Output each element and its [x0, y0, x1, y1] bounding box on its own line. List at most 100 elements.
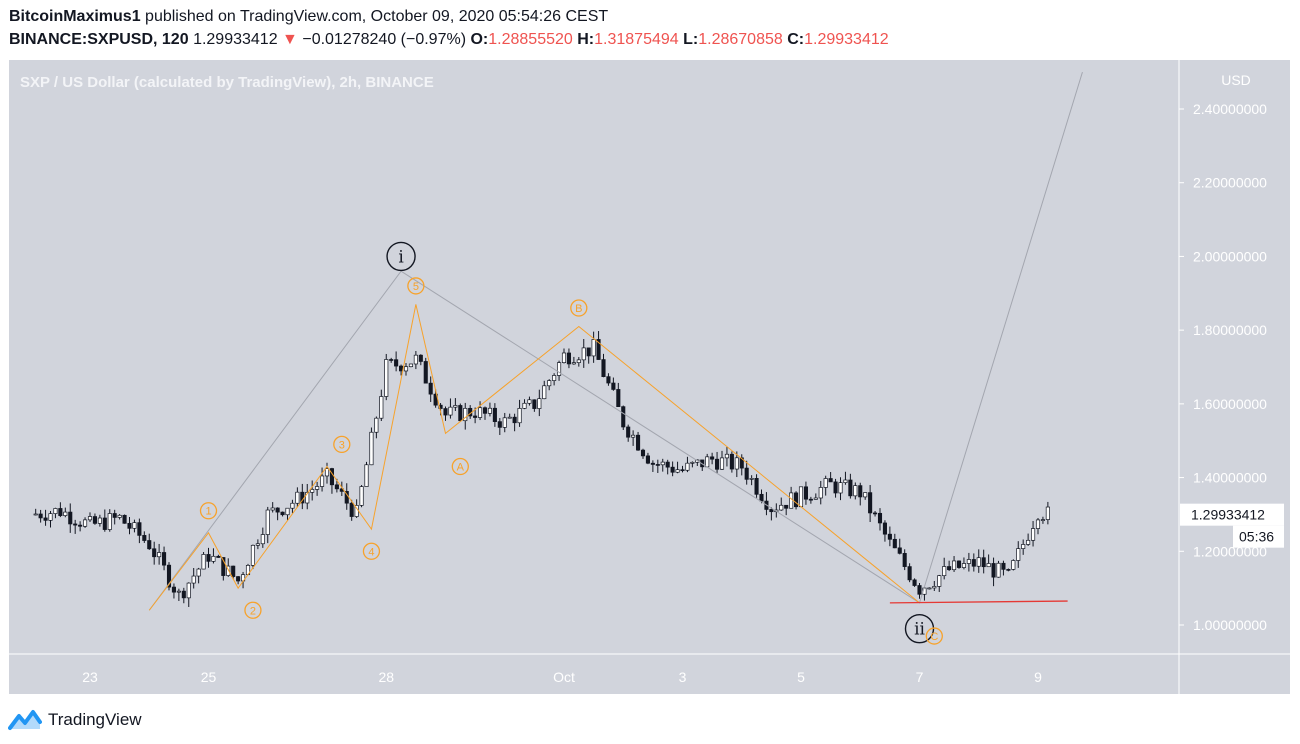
candle: [1011, 560, 1016, 570]
candle: [853, 485, 858, 497]
y-tick-label: 2.40000000: [1193, 101, 1267, 117]
candle: [408, 363, 413, 368]
candle: [631, 434, 636, 438]
wave-label-primary: i: [398, 247, 404, 267]
candle: [621, 406, 626, 428]
candle: [581, 347, 586, 361]
candle: [389, 359, 394, 361]
candle: [971, 559, 976, 567]
brand-name[interactable]: TradingView: [48, 710, 142, 729]
candle: [996, 562, 1001, 578]
candle: [907, 566, 912, 581]
candle: [478, 407, 483, 418]
low-value: 1.28670858: [698, 31, 783, 48]
tradingview-logo-icon[interactable]: [8, 709, 42, 731]
candle: [522, 402, 527, 409]
candle: [537, 398, 542, 409]
symbol-label: BINANCE:SXPUSD, 120: [9, 31, 189, 48]
currency-label: USD: [1221, 72, 1251, 88]
candle: [305, 491, 310, 504]
candle: [897, 547, 902, 554]
candle: [324, 468, 330, 477]
candle: [211, 555, 216, 562]
candle: [438, 404, 443, 409]
candle: [952, 560, 957, 571]
candle: [1026, 539, 1031, 545]
candle: [68, 511, 73, 525]
candle: [660, 461, 665, 466]
candle: [877, 512, 883, 524]
x-tick-label: 7: [916, 669, 924, 685]
candle: [285, 507, 290, 516]
candle: [448, 406, 453, 416]
wave-label-circle: [407, 277, 425, 295]
candles-group: [33, 331, 1050, 607]
candle: [645, 455, 650, 464]
chart-title: SXP / US Dollar (calculated by TradingVi…: [20, 74, 434, 91]
candle: [650, 462, 655, 465]
candle: [512, 416, 517, 424]
candle: [561, 352, 567, 363]
candle: [413, 354, 418, 365]
candle: [112, 513, 117, 518]
last-price-label: 1.29933412: [1191, 507, 1265, 523]
high-label: H:: [577, 31, 595, 48]
candle: [576, 359, 581, 363]
candle: [636, 434, 641, 451]
candle: [803, 486, 808, 500]
price-chart[interactable]: USD 2.40000000 2.20000000 2.00000000 1.80000…: [9, 60, 1290, 694]
candle: [833, 481, 838, 494]
candle: [320, 475, 325, 487]
candle: [107, 513, 112, 530]
candle: [147, 540, 152, 550]
candle: [557, 362, 562, 376]
candle: [942, 566, 947, 577]
candle: [507, 416, 512, 419]
candle: [181, 590, 186, 599]
candle: [640, 449, 646, 457]
candle: [981, 557, 986, 568]
candle: [1021, 544, 1026, 549]
candle: [823, 478, 828, 488]
candle: [1035, 519, 1041, 529]
candle: [290, 502, 295, 509]
candle: [892, 538, 897, 549]
wave-label-minor: 3: [339, 439, 345, 451]
chart-area[interactable]: [9, 60, 1290, 694]
candle: [986, 563, 991, 568]
x-tick-label: 25: [201, 669, 217, 685]
candle: [176, 590, 181, 593]
candle: [231, 565, 236, 577]
author-name[interactable]: BitcoinMaximus1: [9, 8, 141, 25]
y-tick-label: 1.80000000: [1193, 322, 1267, 338]
candle: [571, 362, 576, 365]
candle: [927, 587, 932, 590]
wave-label-minor: 1: [205, 506, 211, 518]
candle: [586, 347, 591, 357]
candle: [349, 502, 354, 517]
candle: [813, 497, 818, 500]
candle: [216, 555, 221, 558]
candle: [1031, 528, 1036, 541]
wave-label-circle: [362, 542, 381, 560]
y-tick-label: 2.00000000: [1193, 248, 1267, 264]
candle: [83, 519, 88, 527]
candle: [482, 407, 488, 414]
candle: [226, 565, 231, 576]
candle: [863, 492, 868, 498]
candle: [97, 517, 102, 524]
candle: [255, 543, 260, 546]
candle: [152, 548, 157, 558]
close-value: 1.29933412: [804, 31, 889, 48]
candle: [157, 552, 162, 558]
y-tick-label: 2.20000000: [1193, 175, 1267, 191]
candle: [601, 359, 606, 377]
candle: [132, 522, 137, 529]
candle: [665, 461, 670, 468]
candle: [685, 462, 690, 471]
candle: [759, 493, 764, 502]
candle: [566, 352, 571, 365]
candle: [744, 467, 749, 480]
candle: [48, 513, 53, 521]
candle: [73, 523, 78, 526]
